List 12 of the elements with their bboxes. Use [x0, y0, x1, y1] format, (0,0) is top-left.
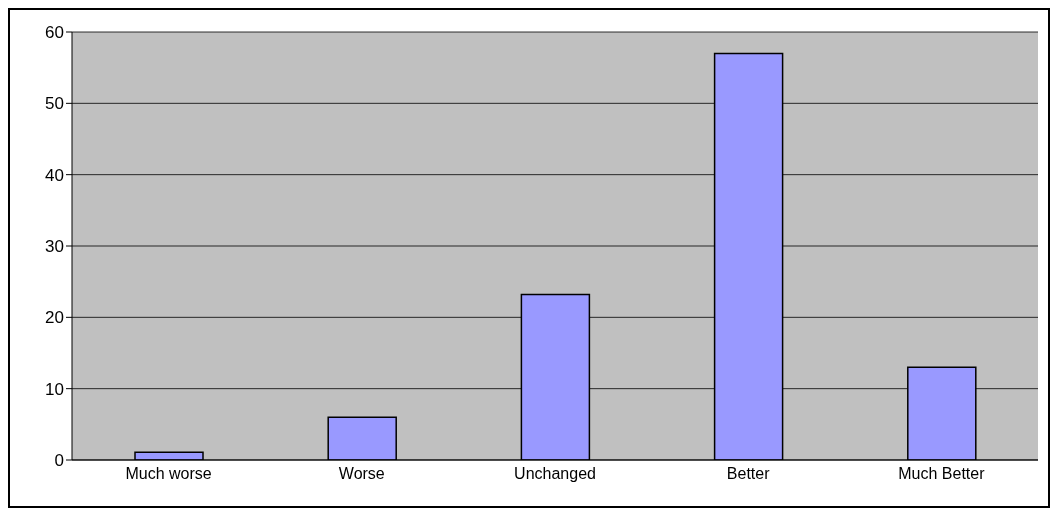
x-tick-label: Much Better [898, 465, 986, 483]
x-tick-label: Better [726, 465, 771, 483]
y-tick-label: 60 [45, 23, 64, 43]
x-tick-label: Worse [338, 465, 385, 483]
y-tick-label: 10 [45, 379, 64, 399]
y-tick-label: 20 [45, 308, 64, 328]
y-tick-label: 40 [45, 165, 64, 185]
x-tick-label: Unchanged [514, 465, 596, 483]
y-tick-label: 30 [45, 237, 64, 257]
x-tick-label: Much worse [125, 465, 212, 483]
y-tick-label: 0 [54, 451, 64, 471]
y-tick-label: 50 [45, 94, 64, 114]
